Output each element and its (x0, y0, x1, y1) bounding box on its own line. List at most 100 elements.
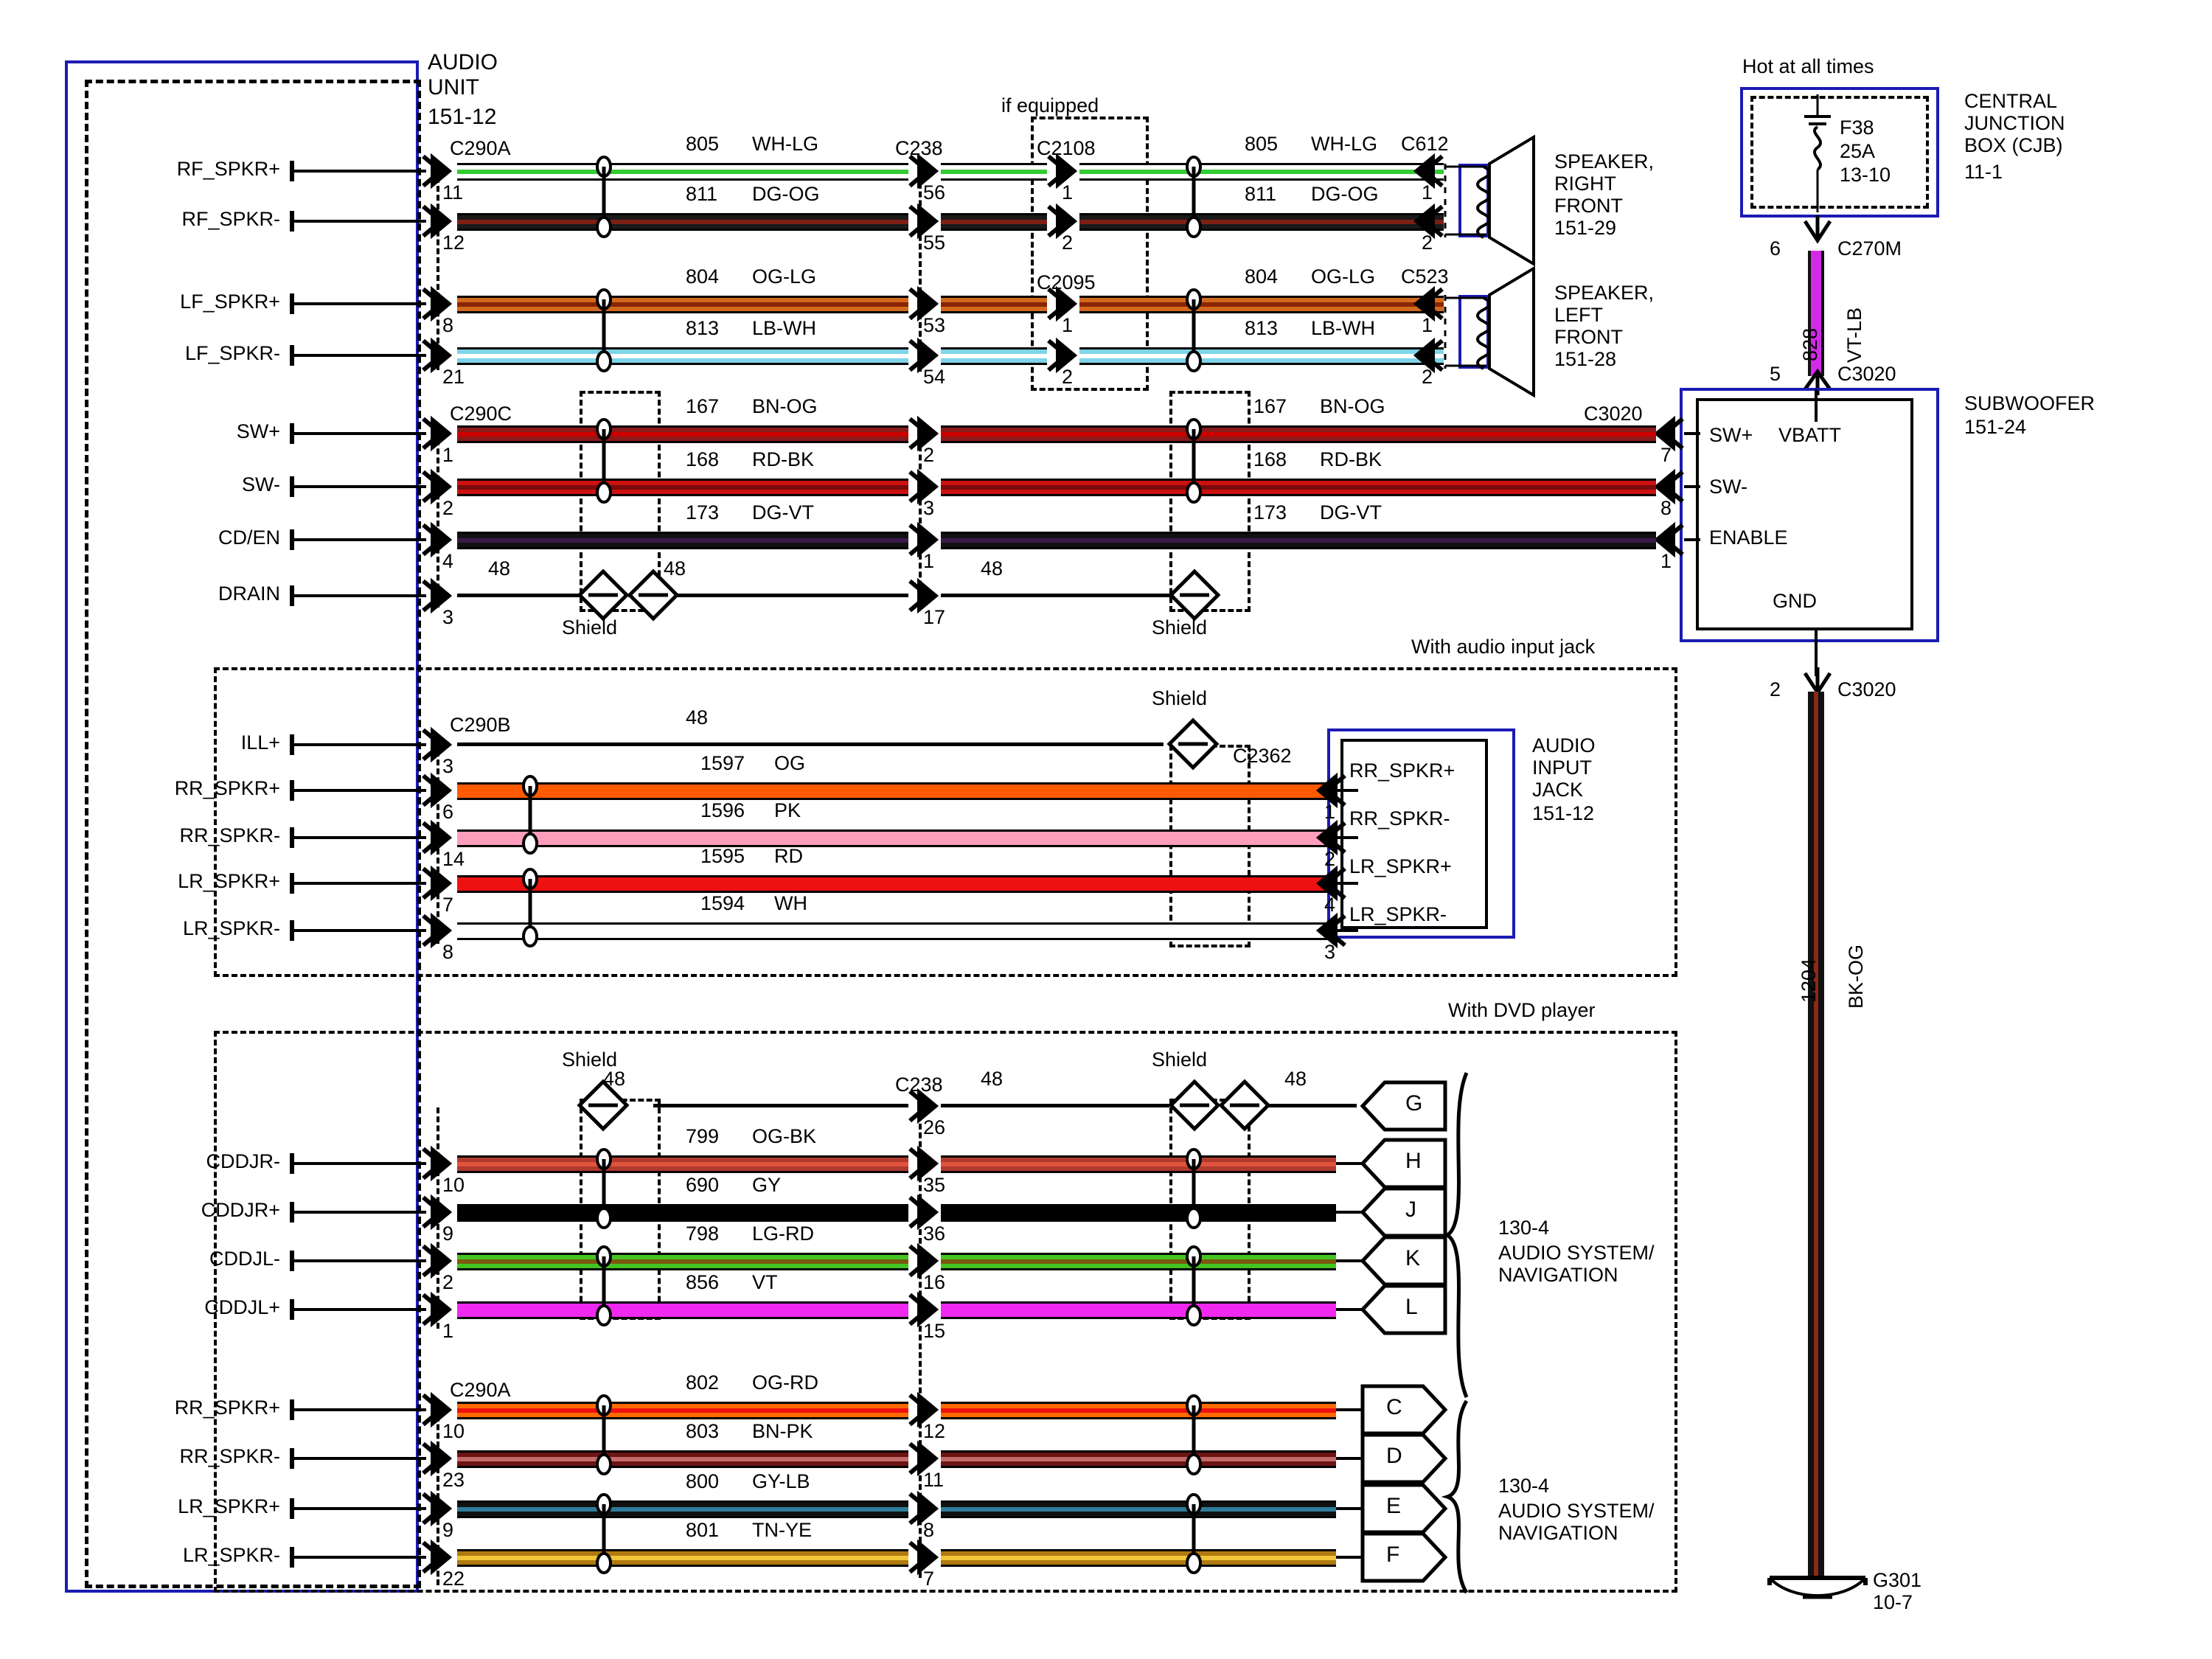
connector-c2108-2 (1047, 285, 1078, 322)
power-wire-color: VT-LB (1843, 307, 1865, 363)
t-dvdb-col-2: GY-LB (752, 1470, 810, 1492)
connector-c290a-1 (422, 203, 453, 240)
wire-dvdb-b-1 (941, 1450, 1336, 1468)
t-sub-srcpin-2: 4 (442, 550, 454, 572)
c3020-gnd-connector-label: C3020 (1837, 678, 1896, 700)
wire-stripe (457, 1408, 908, 1413)
t-front-midpin-0: 1 (1062, 181, 1074, 204)
t-jack-destpin-1: 1 (1324, 801, 1336, 823)
nav-upper-bracket (1444, 1072, 1469, 1398)
c3020-power-pin: 5 (1770, 363, 1781, 385)
connector-c238-drain (908, 577, 939, 614)
cjb-fuse-rating: 25A (1840, 140, 1876, 162)
wire-front-a-2 (457, 296, 908, 313)
t-dvdt-no-2: 690 (686, 1174, 720, 1196)
t-front-srcpin-1: 12 (442, 232, 465, 254)
nav-tag-H (1360, 1138, 1447, 1189)
wire-stripe (1079, 354, 1444, 358)
audio-input-jack-pin-lr-minus: LR_SPKR- (1349, 903, 1447, 925)
t-front-col-0: WH-LG (752, 133, 818, 155)
t-jack-pin-2: RR_SPKR- (179, 824, 280, 846)
stub-tick-dvdt-3 (290, 1251, 294, 1271)
wire-dvdt-b-4 (941, 1301, 1336, 1319)
speaker-left-front-cone (1444, 265, 1535, 398)
t-c2362-label: C2362 (1233, 745, 1292, 767)
splice-dvdb-rr2 (1186, 1394, 1202, 1475)
t-dvdb-col-3: TN-YE (752, 1519, 812, 1541)
stub-tick-dvdb-3 (290, 1547, 294, 1568)
shield-ill-shield (1166, 717, 1220, 771)
wire-stripe (457, 538, 908, 543)
subwoofer-pin-sw-plus: SW+ (1709, 424, 1753, 446)
stub-tick-jack-2 (290, 827, 294, 848)
connector-sub-dest-2 (1653, 521, 1684, 558)
splice-front-lf2 (1186, 288, 1202, 372)
stub-tick-dvdb-0 (290, 1399, 294, 1420)
connector-c290a-0 (422, 153, 453, 189)
stub-front-3 (291, 354, 426, 357)
c270m-connector-label: C270M (1837, 237, 1902, 260)
t-dvdb-pin-0: RR_SPKR+ (174, 1397, 280, 1419)
connector-dvdt-c238-0 (908, 1088, 939, 1124)
t-jack-no-4: 1594 (700, 892, 745, 914)
wire-sub-a-0 (457, 425, 908, 443)
stub-tick-dvdb-2 (290, 1498, 294, 1519)
t-front-destpin-1: 2 (1422, 232, 1433, 254)
connector-c238-s-0 (908, 415, 939, 452)
t-front-col2-3: LB-WH (1311, 317, 1375, 339)
t-jack-destpin-2: 2 (1324, 848, 1336, 870)
wire-dvdt-a-4 (457, 1301, 908, 1319)
connector-c238-f-3 (908, 337, 939, 374)
t-jack-destpin-3: 4 (1324, 894, 1336, 916)
wire-dvdt-b-2 (941, 1204, 1336, 1222)
t-dvdt-c238pin-3: 16 (923, 1271, 946, 1293)
t-dvdt-no-3: 798 (686, 1222, 720, 1245)
ground-ref: 10-7 (1873, 1591, 1913, 1613)
t-dvdt-srcpin-3: 2 (442, 1271, 454, 1293)
audio-input-jack-ref: 151-12 (1532, 802, 1595, 824)
t-dvdt-col-2: GY (752, 1174, 782, 1196)
stub-tick-jack-3 (290, 873, 294, 894)
stub-tick-jack-0 (290, 734, 294, 755)
wire-dvdb-a-1 (457, 1450, 908, 1468)
cjb-fuse-ref: 13-10 (1840, 164, 1891, 186)
stub-tick-sub-1 (290, 476, 294, 497)
t-front-col-1: DG-OG (752, 183, 820, 205)
t-navtag-L: L (1405, 1295, 1418, 1319)
wire-stripe (1398, 485, 1656, 490)
dvdt-lead-2 (1336, 1211, 1364, 1214)
t-front-no-0: 805 (686, 133, 720, 155)
wire-stripe (941, 1162, 1336, 1166)
t-front-no2-1: 811 (1245, 183, 1277, 205)
subwoofer-pin-gnd: GND (1773, 590, 1817, 612)
nav-tag-E (1360, 1483, 1448, 1534)
connector-c290b-3 (422, 865, 453, 902)
stub-sub-0 (291, 432, 426, 435)
splice-dvdb-rr (596, 1394, 612, 1475)
t-front-c238pin-3: 54 (923, 366, 946, 388)
t-dvdt-col-1: OG-BK (752, 1125, 817, 1147)
connector-dvdt-conn-1 (422, 1145, 453, 1182)
stub-dvdt-3 (291, 1259, 426, 1262)
splice-jack-rr (522, 775, 538, 855)
t-c3020-sub-label: C3020 (1584, 403, 1643, 425)
stub-dvdt-2 (291, 1211, 426, 1214)
jack-lead-3 (1336, 882, 1358, 885)
wire-front-c-2 (1079, 296, 1444, 313)
t-dvdb-no-2: 800 (686, 1470, 720, 1492)
wire-front-b-3 (941, 347, 1047, 365)
t-c290c-label: C290C (450, 403, 512, 425)
t-jack-pin-1: RR_SPKR+ (174, 777, 280, 799)
section-label-dvd-player: With DVD player (1448, 999, 1596, 1021)
stub-tick-dvdb-1 (290, 1448, 294, 1469)
connector-dest-0 (1413, 153, 1444, 189)
audio-input-jack-pin-rr-plus: RR_SPKR+ (1349, 759, 1455, 782)
t-sub-destpin-2: 1 (1660, 550, 1672, 572)
connector-c290c-1 (422, 468, 453, 505)
t-dvdt-pin-3: CDDJL- (209, 1248, 280, 1270)
wire-sub-c-1 (1398, 479, 1656, 496)
t-dvdb-srcpin-0: 10 (442, 1420, 465, 1442)
t-dvdb-srcpin-1: 23 (442, 1469, 465, 1491)
wire-dvdb-b-0 (941, 1402, 1336, 1419)
stub-dvdb-2 (291, 1507, 426, 1510)
